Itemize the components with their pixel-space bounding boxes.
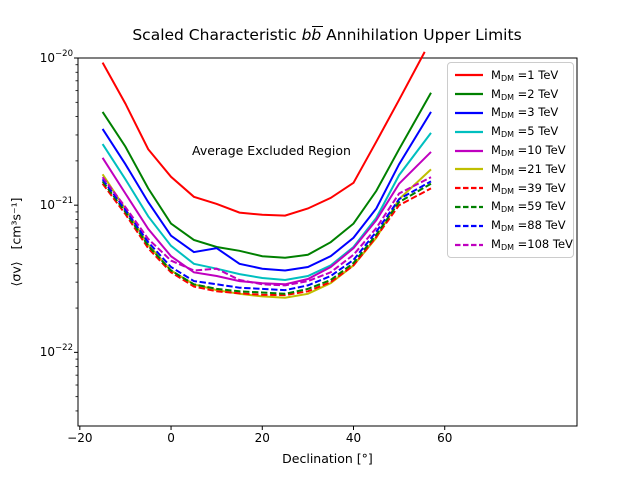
legend-label-sub: DM [500,224,514,234]
legend-label-m: M [491,105,501,120]
y-tick-exponent: −22 [55,343,73,354]
y-tick-label: 10−20 [13,49,73,65]
y-tick-label: 10−22 [13,343,73,359]
legend-line-swatch [455,243,483,246]
legend-label-rest: =108 TeV [514,237,573,252]
legend: MDM =1 TeV MDM =2 TeV MDM =3 TeV MDM =5 TeV… [447,62,574,258]
legend-label-sub: DM [500,130,514,140]
series-line-7 [101,183,432,297]
legend-item: MDM =3 TeV [452,104,569,122]
legend-label-rest: =88 TeV [514,218,566,233]
series-line-6 [101,168,432,299]
series-line-4 [101,132,432,282]
legend-label-sub: DM [500,73,514,83]
legend-label: MDM =1 TeV [491,68,558,83]
legend-label-m: M [491,124,501,139]
y-tick-base: 10 [39,198,56,213]
chart-title-prefix: Scaled Characteristic [132,26,302,44]
legend-label: MDM =59 TeV [491,199,566,214]
y-tick-base: 10 [39,345,56,360]
legend-label-sub: DM [500,149,514,159]
legend-label: MDM =108 TeV [491,237,573,252]
legend-label-m: M [491,237,501,252]
legend-line-swatch [455,111,483,115]
legend-label-m: M [491,180,501,195]
legend-label-m: M [491,161,501,176]
legend-label-m: M [491,67,501,82]
y-tick-exponent: −21 [55,196,73,207]
legend-label-rest: =59 TeV [514,199,566,214]
legend-line-swatch [455,149,483,152]
legend-label-rest: =10 TeV [514,143,566,158]
legend-label-m: M [491,86,501,101]
legend-label: MDM =5 TeV [491,124,558,139]
series-line-8 [101,180,432,295]
series-line-1 [101,51,426,217]
legend-line-swatch [455,205,483,209]
series-lines [101,51,432,299]
legend-item: MDM =88 TeV [452,217,569,235]
legend-label-sub: DM [500,111,514,121]
legend-label: MDM =10 TeV [491,143,566,158]
chart-title-suffix: Annihilation Upper Limits [321,26,522,44]
legend-label: MDM =21 TeV [491,162,566,177]
x-tick-label: 60 [437,431,453,445]
axes-spines [77,57,578,427]
legend-item: MDM =2 TeV [452,85,569,103]
legend-item: MDM =21 TeV [452,160,569,178]
legend-label-sub: DM [500,92,514,102]
legend-line-swatch [455,168,483,171]
legend-label-sub: DM [500,243,514,253]
y-tick-label: 10−21 [13,196,73,212]
legend-item: MDM =108 TeV [452,236,573,254]
legend-label-rest: =5 TeV [514,124,559,139]
series-line-3 [101,111,432,272]
x-axis-label: Declination [°] [282,451,373,466]
legend-line-swatch [455,187,483,190]
legend-line-swatch [455,93,483,96]
legend-label-rest: =21 TeV [514,161,566,176]
legend-line-swatch [455,130,483,133]
chart-title: Scaled Characteristic bb Annihilation Up… [0,26,640,44]
series-line-2 [101,92,432,259]
legend-label-sub: DM [500,205,514,215]
legend-label-rest: =1 TeV [514,67,559,82]
legend-line-swatch [455,74,483,77]
x-tick-label: 0 [167,431,175,445]
legend-label-rest: =39 TeV [514,180,566,195]
legend-item: MDM =10 TeV [452,142,569,160]
chart-title-math-b: b [301,26,312,44]
legend-label: MDM =2 TeV [491,87,558,102]
legend-label: MDM =3 TeV [491,105,558,120]
legend-item: MDM =5 TeV [452,123,569,141]
series-line-10 [101,176,432,287]
legend-label-m: M [491,199,501,214]
series-line-5 [101,151,432,286]
legend-line-swatch [455,224,483,227]
y-tick-exponent: −20 [55,49,73,59]
series-line-9 [101,178,432,292]
legend-item: MDM =1 TeV [452,66,569,84]
legend-label-rest: =2 TeV [514,86,559,101]
legend-label-sub: DM [500,167,514,177]
legend-item: MDM =59 TeV [452,198,569,216]
y-tick-base: 10 [39,51,56,65]
legend-label: MDM =39 TeV [491,181,566,196]
legend-label-rest: =3 TeV [514,105,559,120]
legend-label-m: M [491,143,501,158]
chart-title-math-bbar: b [311,26,324,44]
legend-label-sub: DM [500,186,514,196]
legend-item: MDM =39 TeV [452,179,569,197]
x-tick-label: −20 [67,431,93,445]
x-tick-label: 20 [254,431,270,445]
legend-label-m: M [491,218,501,233]
legend-label: MDM =88 TeV [491,218,566,233]
x-tick-label: 40 [345,431,362,445]
annotation-text: Average Excluded Region [192,143,351,158]
